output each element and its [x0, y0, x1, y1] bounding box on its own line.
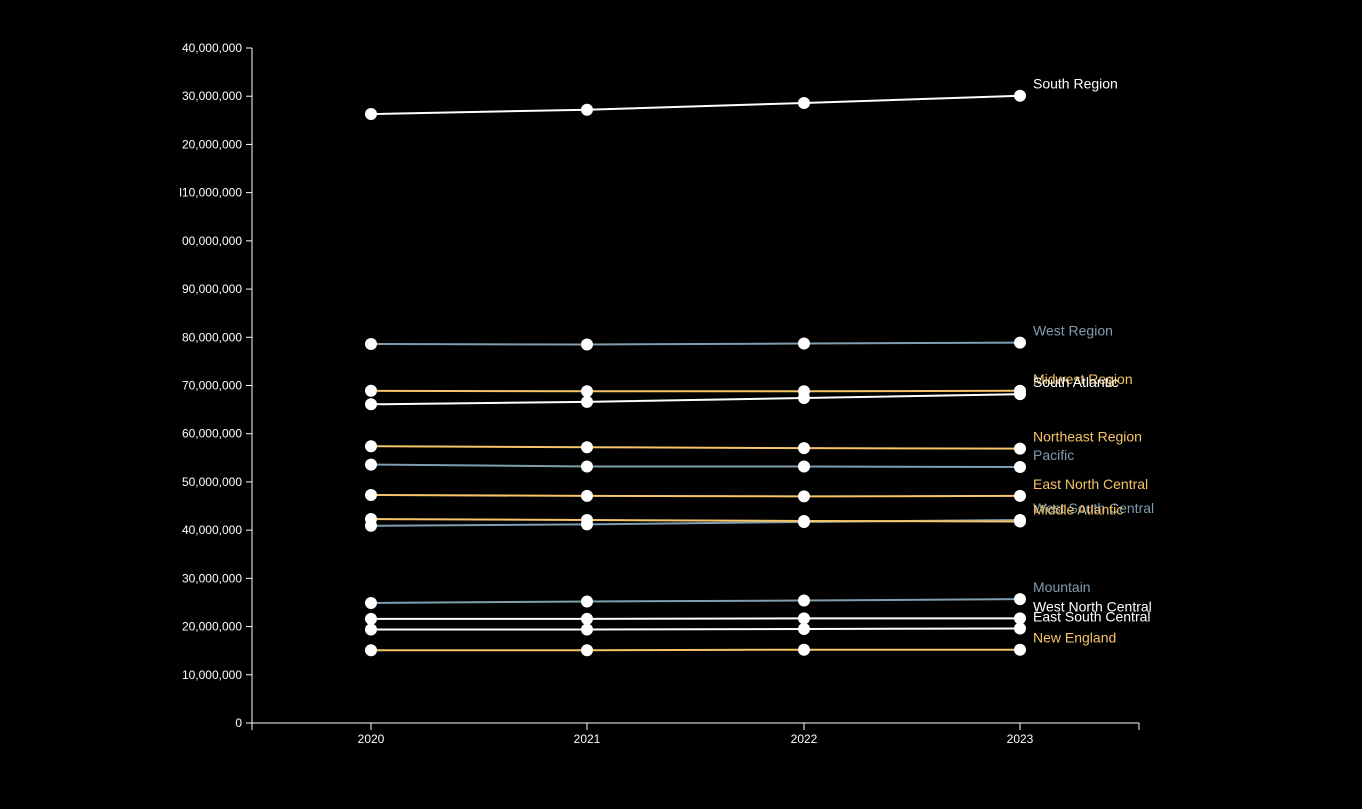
data-point — [798, 514, 810, 527]
series-label: West North Central — [1033, 598, 1152, 614]
data-point — [798, 643, 810, 656]
data-point — [581, 514, 593, 527]
x-tick-label: 2022 — [791, 732, 818, 746]
data-point — [365, 513, 377, 526]
data-point — [798, 594, 810, 607]
data-point — [365, 612, 377, 625]
series-label: Middle Atlantic — [1033, 501, 1123, 517]
data-point — [1014, 460, 1026, 473]
series-label: West South Central — [1033, 500, 1154, 516]
series-line — [370, 393, 1021, 406]
x-axis: 2020 2021 2022 2023 — [251, 722, 1140, 746]
series-label: West Region — [1033, 323, 1113, 339]
data-point — [581, 385, 593, 398]
data-point — [365, 440, 377, 453]
data-point — [1014, 515, 1026, 528]
data-point — [798, 490, 810, 503]
x-tick-label: 2021 — [574, 732, 601, 746]
x-tick-label: 2020 — [358, 732, 385, 746]
y-tick-label: 70,000,000 — [182, 379, 242, 393]
y-tick-label: l10,000,000 — [179, 186, 242, 200]
y-tick-label: 60,000,000 — [182, 427, 242, 441]
y-axis: 0 10,000,000 20,000,000 30,000,000 40,000,00… — [179, 41, 253, 730]
data-point — [581, 338, 593, 351]
x-tick-label: 2023 — [1007, 732, 1034, 746]
series-line — [370, 445, 1021, 450]
y-tick-label: 40,000,000 — [182, 523, 242, 537]
data-point — [365, 596, 377, 609]
series-label: East South Central — [1033, 609, 1151, 625]
data-point — [365, 458, 377, 471]
y-tick-label: 10,000,000 — [182, 668, 242, 682]
data-point — [581, 395, 593, 408]
series-label: East North Central — [1033, 476, 1148, 492]
y-tick-label: 80,000,000 — [182, 330, 242, 344]
data-point — [581, 489, 593, 502]
data-point — [365, 338, 377, 351]
data-point — [1014, 612, 1026, 625]
data-point — [1014, 442, 1026, 455]
data-point — [798, 612, 810, 625]
data-point — [1014, 643, 1026, 656]
data-point — [798, 392, 810, 405]
series-line — [370, 463, 1021, 468]
data-point — [581, 460, 593, 473]
series-label: Midwest Region — [1033, 371, 1133, 387]
y-tick-label: 20,000,000 — [182, 620, 242, 634]
series-label: New England — [1033, 630, 1116, 646]
data-point — [365, 644, 377, 657]
data-point — [1014, 593, 1026, 606]
series-label: Pacific — [1033, 447, 1074, 463]
data-point — [1014, 489, 1026, 502]
series-line — [370, 94, 1021, 116]
series-label: Northeast Region — [1033, 429, 1142, 445]
series-line — [370, 341, 1021, 346]
y-tick-label: 20,000,000 — [182, 137, 242, 151]
y-tick-label: 50,000,000 — [182, 475, 242, 489]
y-tick-label: 00,000,000 — [182, 234, 242, 248]
data-point — [1014, 622, 1026, 635]
data-point — [581, 103, 593, 116]
series-points — [365, 89, 1026, 657]
y-tick-label: 30,000,000 — [182, 571, 242, 585]
series-label: South Atlantic — [1033, 374, 1119, 390]
series-label: Mountain — [1033, 579, 1091, 595]
series-line — [370, 598, 1021, 604]
series-lines — [370, 94, 1021, 652]
data-point — [1014, 89, 1026, 102]
y-tick-label: 30,000,000 — [182, 89, 242, 103]
data-point — [581, 595, 593, 608]
series-line — [370, 518, 1021, 523]
data-point — [581, 612, 593, 625]
data-point — [1014, 336, 1026, 349]
data-point — [798, 442, 810, 455]
data-point — [798, 337, 810, 350]
series-labels: South Region West Region Midwest RegionSou… — [1033, 76, 1154, 646]
data-point — [798, 460, 810, 473]
data-point — [798, 96, 810, 109]
series-label: South Region — [1033, 76, 1118, 92]
data-point — [365, 623, 377, 636]
data-point — [365, 384, 377, 397]
data-point — [365, 108, 377, 121]
data-point — [581, 644, 593, 657]
data-point — [365, 488, 377, 501]
series-line — [370, 493, 1021, 498]
series-line — [371, 627, 1021, 631]
data-point — [798, 622, 810, 635]
y-tick-label: 0 — [235, 716, 242, 730]
y-tick-label: 40,000,000 — [182, 41, 242, 55]
y-tick-label: 90,000,000 — [182, 282, 242, 296]
data-point — [365, 398, 377, 411]
data-point — [581, 623, 593, 636]
data-point — [581, 441, 593, 454]
data-point — [1014, 388, 1026, 401]
